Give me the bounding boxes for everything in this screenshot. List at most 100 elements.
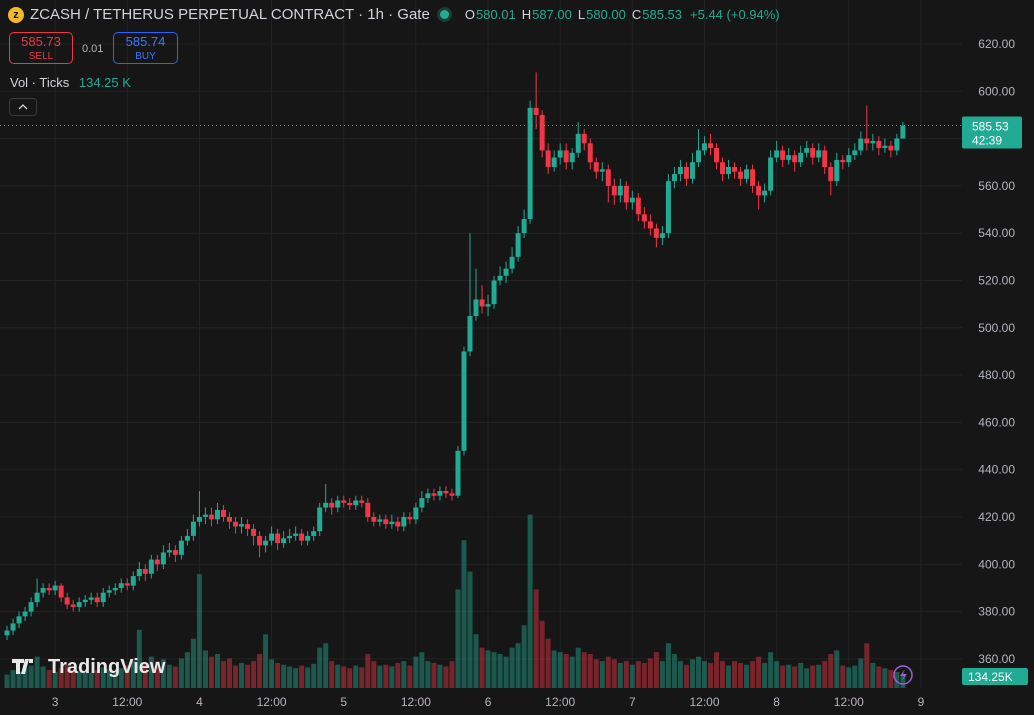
volume-bar <box>563 653 569 688</box>
candle-body <box>575 133 581 153</box>
lightning-button[interactable] <box>893 665 913 685</box>
candle-body <box>852 150 858 156</box>
candle-body <box>786 155 792 160</box>
volume-bar <box>816 664 822 688</box>
volume-bar <box>846 667 852 688</box>
candle-body <box>359 500 365 503</box>
candle-body <box>804 148 810 153</box>
candle-body <box>527 107 533 220</box>
volume-bar <box>94 670 100 688</box>
volume-bar <box>395 662 401 688</box>
candle-body <box>148 559 154 574</box>
buy-button[interactable]: 585.74 BUY <box>113 32 178 64</box>
volume-bar <box>882 668 888 688</box>
volume-bar <box>647 658 653 688</box>
volume-bar <box>245 664 251 688</box>
candle-body <box>539 114 545 151</box>
y-tick-label: 400.00 <box>978 557 1015 571</box>
volume-bar <box>305 667 311 688</box>
sell-price: 585.73 <box>21 34 61 49</box>
candle-body <box>190 521 196 536</box>
candle-body <box>605 169 611 186</box>
candle-body <box>202 514 208 518</box>
candle-body <box>491 280 497 305</box>
volume-bar <box>689 659 695 688</box>
volume-bar <box>533 589 539 688</box>
ohlc-key: C <box>631 7 642 22</box>
candle-body <box>22 611 28 617</box>
volume-bar <box>190 638 196 688</box>
sell-button[interactable]: 585.73 SELL <box>9 32 73 64</box>
candle-body <box>834 159 840 182</box>
volume-bar <box>822 661 828 688</box>
volume-bar <box>497 653 503 688</box>
collapse-button[interactable] <box>9 98 37 116</box>
candle-body <box>665 181 671 234</box>
volume-bar <box>34 656 40 688</box>
candle-body <box>100 592 106 603</box>
candle-body <box>154 559 160 565</box>
candle-body <box>220 509 226 518</box>
volume-bar <box>569 656 575 688</box>
candle-body <box>762 190 768 196</box>
candle-body <box>263 540 269 546</box>
volume-bar <box>611 659 617 688</box>
symbol: ZCASH / TETHERUS PERPETUAL CONTRACT · 1h… <box>30 6 430 23</box>
candle-body <box>888 145 894 151</box>
ohlc-key: O <box>464 7 475 22</box>
volume-bar <box>22 668 28 688</box>
volume-bar <box>58 668 64 688</box>
volume-bar <box>665 643 671 688</box>
candle-body <box>744 169 750 179</box>
candle-body <box>413 507 419 520</box>
volume-bar <box>653 652 659 688</box>
candle-body <box>347 502 353 506</box>
volume-bar <box>251 661 257 688</box>
volume-bar <box>581 652 587 688</box>
lightning-icon <box>900 669 907 681</box>
candle-body <box>635 197 641 215</box>
candle-body <box>894 138 900 151</box>
volume-bar <box>425 661 431 688</box>
x-tick-label: 8 <box>773 695 780 709</box>
volume-bar <box>683 664 689 688</box>
volume-bar <box>226 658 232 688</box>
candle-body <box>58 585 64 598</box>
candle-body <box>864 138 870 144</box>
volume-bar <box>810 665 816 688</box>
candle-body <box>106 590 112 593</box>
ohlc-key: H <box>521 7 532 22</box>
volume-bar <box>762 662 768 688</box>
ohlc-value: 585.53 <box>642 7 683 22</box>
candle-body <box>617 185 623 196</box>
candle-body <box>172 550 178 555</box>
volume-bar <box>575 647 581 688</box>
candle-body <box>299 533 305 541</box>
spread: 0.01 <box>82 43 104 55</box>
candle-body <box>732 166 738 172</box>
candle-body <box>593 162 599 172</box>
volume-bar <box>756 656 762 688</box>
candle-body <box>28 602 34 612</box>
y-tick-label: 380.00 <box>978 605 1015 619</box>
ohlc-value: 580.01 <box>475 7 516 22</box>
candle-body <box>184 535 190 541</box>
candle-body <box>641 214 647 222</box>
volume-bar <box>894 671 900 688</box>
candle-body <box>329 502 335 508</box>
candle-body <box>503 268 509 276</box>
ohlc-value: 580.00 <box>586 7 626 22</box>
volume-bar <box>82 670 88 688</box>
x-tick-label: 12:00 <box>545 695 575 709</box>
candle-body <box>233 521 239 527</box>
volume-bar <box>527 514 533 688</box>
candle-body <box>208 514 214 520</box>
candle-body <box>750 169 756 186</box>
volume-bar <box>792 666 798 688</box>
volume-bar <box>196 574 202 688</box>
candle-body <box>281 538 287 544</box>
y-tick-label: 520.00 <box>978 273 1015 287</box>
volume-bar <box>750 661 756 688</box>
volume-bar <box>40 666 46 688</box>
volume-bar <box>178 658 184 688</box>
